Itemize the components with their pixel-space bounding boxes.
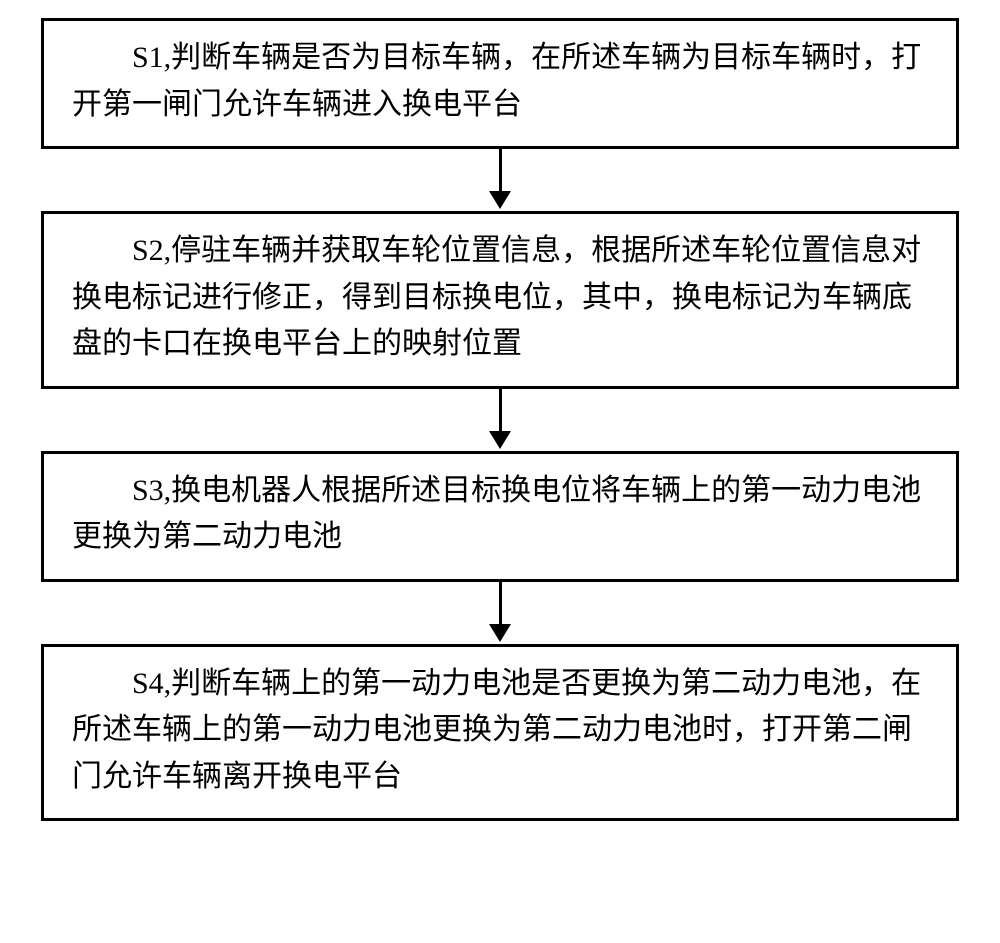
step-s4-text: S4,判断车辆上的第一动力电池是否更换为第二动力电池，在所述车辆上的第一动力电池… [72,661,928,801]
arrow-s2-s3 [489,389,511,451]
arrow-shaft [499,582,502,624]
step-s2-box: S2,停驻车辆并获取车轮位置信息，根据所述车轮位置信息对换电标记进行修正，得到目… [41,211,959,389]
arrow-shaft [499,149,502,191]
arrow-s1-s2 [489,149,511,211]
arrow-shaft [499,389,502,431]
flowchart-container: S1,判断车辆是否为目标车辆，在所述车辆为目标车辆时，打开第一闸门允许车辆进入换… [0,0,1000,943]
step-s2-text: S2,停驻车辆并获取车轮位置信息，根据所述车轮位置信息对换电标记进行修正，得到目… [72,228,928,368]
arrow-s3-s4 [489,582,511,644]
arrow-head-icon [489,191,511,209]
arrow-head-icon [489,431,511,449]
step-s1-text: S1,判断车辆是否为目标车辆，在所述车辆为目标车辆时，打开第一闸门允许车辆进入换… [72,35,928,128]
step-s3-text: S3,换电机器人根据所述目标换电位将车辆上的第一动力电池更换为第二动力电池 [72,468,928,561]
step-s3-box: S3,换电机器人根据所述目标换电位将车辆上的第一动力电池更换为第二动力电池 [41,451,959,582]
step-s1-box: S1,判断车辆是否为目标车辆，在所述车辆为目标车辆时，打开第一闸门允许车辆进入换… [41,18,959,149]
arrow-head-icon [489,624,511,642]
step-s4-box: S4,判断车辆上的第一动力电池是否更换为第二动力电池，在所述车辆上的第一动力电池… [41,644,959,822]
